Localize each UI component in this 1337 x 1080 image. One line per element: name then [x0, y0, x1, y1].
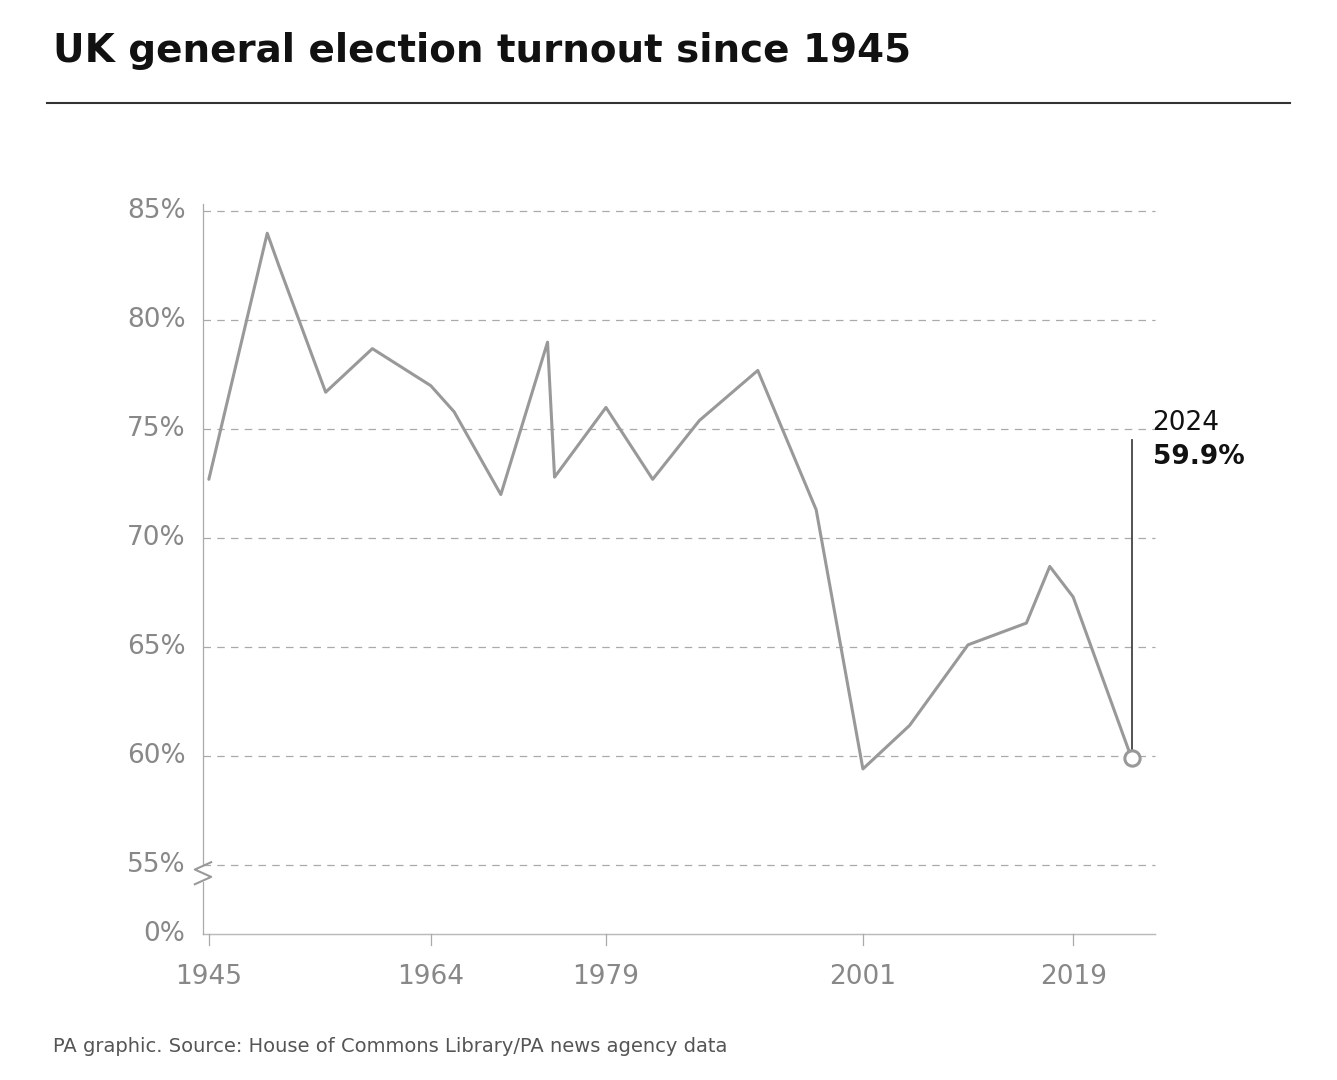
Text: 70%: 70%: [127, 525, 186, 551]
Text: 55%: 55%: [127, 852, 186, 878]
Text: 80%: 80%: [127, 308, 186, 334]
Text: 60%: 60%: [127, 743, 186, 769]
Text: 59.9%: 59.9%: [1152, 444, 1245, 470]
Text: 65%: 65%: [127, 634, 186, 660]
Text: 1964: 1964: [397, 964, 464, 990]
Text: 1979: 1979: [572, 964, 639, 990]
Text: 85%: 85%: [127, 199, 186, 225]
Text: 2024: 2024: [1152, 410, 1219, 436]
Text: 0%: 0%: [143, 921, 186, 947]
Text: UK general election turnout since 1945: UK general election turnout since 1945: [53, 32, 912, 70]
Text: PA graphic. Source: House of Commons Library/PA news agency data: PA graphic. Source: House of Commons Lib…: [53, 1037, 727, 1056]
Text: 2019: 2019: [1040, 964, 1107, 990]
Text: 75%: 75%: [127, 416, 186, 442]
Text: 2001: 2001: [829, 964, 896, 990]
Text: 1945: 1945: [175, 964, 242, 990]
